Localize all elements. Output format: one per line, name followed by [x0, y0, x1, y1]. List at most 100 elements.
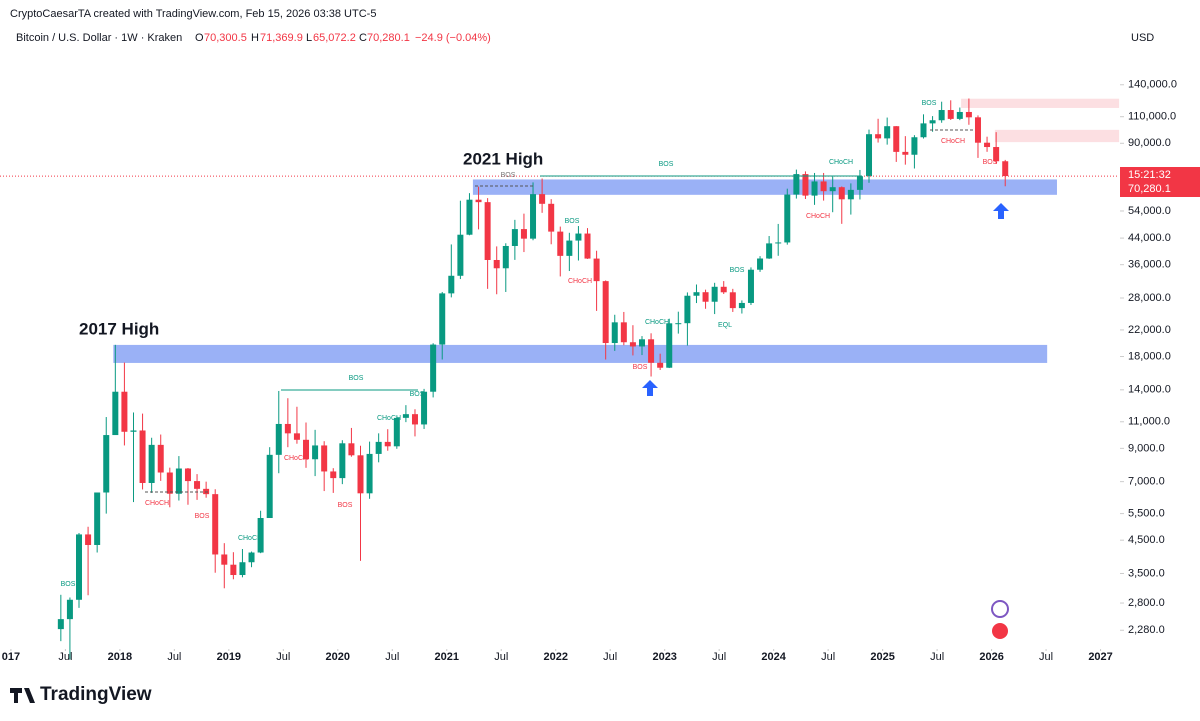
candle-body: [557, 231, 564, 256]
author-line: CryptoCaesarTA created with TradingView.…: [10, 8, 376, 20]
candle-body: [738, 302, 745, 309]
annotation: CHoCH: [645, 319, 669, 326]
y-tick-label: 11,000.0: [1128, 416, 1170, 428]
candle-body: [293, 433, 300, 440]
annotation: BOS: [633, 364, 648, 371]
candle-body: [593, 258, 600, 282]
x-tick-label: Jul: [930, 651, 944, 663]
o-label: O: [195, 32, 204, 44]
candle-body: [548, 203, 555, 232]
candle-body: [348, 443, 355, 456]
y-tick-label: 7,000.0: [1128, 476, 1165, 488]
candle-body: [502, 245, 509, 269]
y-tick-label: 90,000.0: [1128, 137, 1171, 149]
annotation: BOS: [501, 172, 516, 179]
y-tick-label: 14,000.0: [1128, 384, 1171, 396]
candle-body: [638, 339, 645, 347]
annotation: CHoCH: [377, 415, 401, 422]
candle-body: [657, 362, 664, 368]
event-icon[interactable]: [991, 600, 1009, 618]
y-tick-label: 36,000.0: [1128, 259, 1171, 271]
candle-body: [221, 554, 228, 565]
y-tick-label: 4,500.0: [1128, 534, 1165, 546]
candle-body: [366, 453, 373, 494]
annotation: 2017 High: [79, 319, 159, 338]
price-label-box: [1120, 167, 1200, 197]
annotation: CHoCH: [829, 159, 853, 166]
y-tick-label: 18,000.0: [1128, 350, 1171, 362]
h-label: H: [251, 32, 259, 44]
annotation: BOS: [659, 161, 674, 168]
x-tick-label: Jul: [1039, 651, 1053, 663]
candle-body: [212, 494, 219, 555]
candle-body: [475, 199, 482, 203]
candle-body: [239, 562, 246, 576]
candle-body: [175, 468, 182, 494]
y-tick-label: 3,500.0: [1128, 567, 1165, 579]
candle-body: [856, 176, 863, 190]
candle-body: [611, 322, 618, 344]
x-tick-label: 2026: [979, 651, 1003, 663]
candle-body: [484, 202, 491, 260]
y-tick-label: 9,000.0: [1128, 442, 1165, 454]
candle-body: [838, 187, 845, 200]
candle-body: [230, 564, 237, 576]
x-tick-label: Jul: [494, 651, 508, 663]
candle-body: [411, 414, 418, 425]
candle-body: [775, 242, 782, 244]
candle-body: [929, 120, 936, 124]
annotation: CHoCH: [284, 455, 308, 462]
y-tick-label: 54,000.0: [1128, 205, 1171, 217]
candle-body: [248, 552, 255, 563]
candle-body: [620, 322, 627, 343]
candle-body: [184, 468, 191, 482]
candle-body: [103, 435, 110, 493]
candle-body: [684, 295, 691, 324]
x-tick-label: 2022: [543, 651, 567, 663]
countdown: 15:21:32: [1128, 169, 1171, 181]
candle-body: [66, 599, 73, 620]
candle-body: [920, 123, 927, 138]
candle-body: [802, 174, 809, 196]
candle-body: [675, 323, 682, 325]
x-tick-label: Jul: [167, 651, 181, 663]
candle-body: [666, 323, 673, 368]
candle-body: [984, 142, 991, 148]
candle-body: [112, 391, 119, 436]
arrow-icon: [993, 203, 1009, 219]
annotation: 2021 High: [463, 149, 543, 168]
candle-body: [1002, 161, 1009, 177]
logo-mark: [10, 688, 35, 703]
annotation: BOS: [983, 159, 998, 166]
annotation: EQL: [718, 322, 732, 329]
x-tick-label: 2025: [870, 651, 894, 663]
annotation: BOS: [922, 100, 937, 107]
flag-icon[interactable]: [992, 623, 1008, 639]
candle-body: [947, 110, 954, 119]
candle-body: [811, 181, 818, 196]
plot-layer: [0, 98, 1120, 660]
zone: [113, 344, 1048, 363]
candle-body: [421, 391, 428, 425]
symbol: Bitcoin / U.S. Dollar · 1W · Kraken: [16, 32, 182, 44]
l-label: L: [306, 32, 312, 44]
annotation: BOS: [338, 502, 353, 509]
annotation: BOS: [195, 513, 210, 520]
candle-body: [602, 281, 609, 344]
candle-body: [457, 234, 464, 276]
candle-body: [711, 286, 718, 302]
x-tick-label: Jul: [712, 651, 726, 663]
x-tick-label: 2019: [217, 651, 241, 663]
x-tick-label: Jul: [385, 651, 399, 663]
c-label: C: [359, 32, 367, 44]
last-price: 70,280.1: [1128, 183, 1171, 195]
candle-body: [121, 391, 128, 432]
candle-body: [148, 444, 155, 483]
candle-body: [430, 344, 437, 392]
annotation: CHoCH: [806, 213, 830, 220]
open-value: 70,300.5: [204, 32, 247, 44]
y-tick-label: 110,000.0: [1128, 111, 1176, 123]
candle-body: [539, 194, 546, 204]
candle-body: [375, 441, 382, 454]
